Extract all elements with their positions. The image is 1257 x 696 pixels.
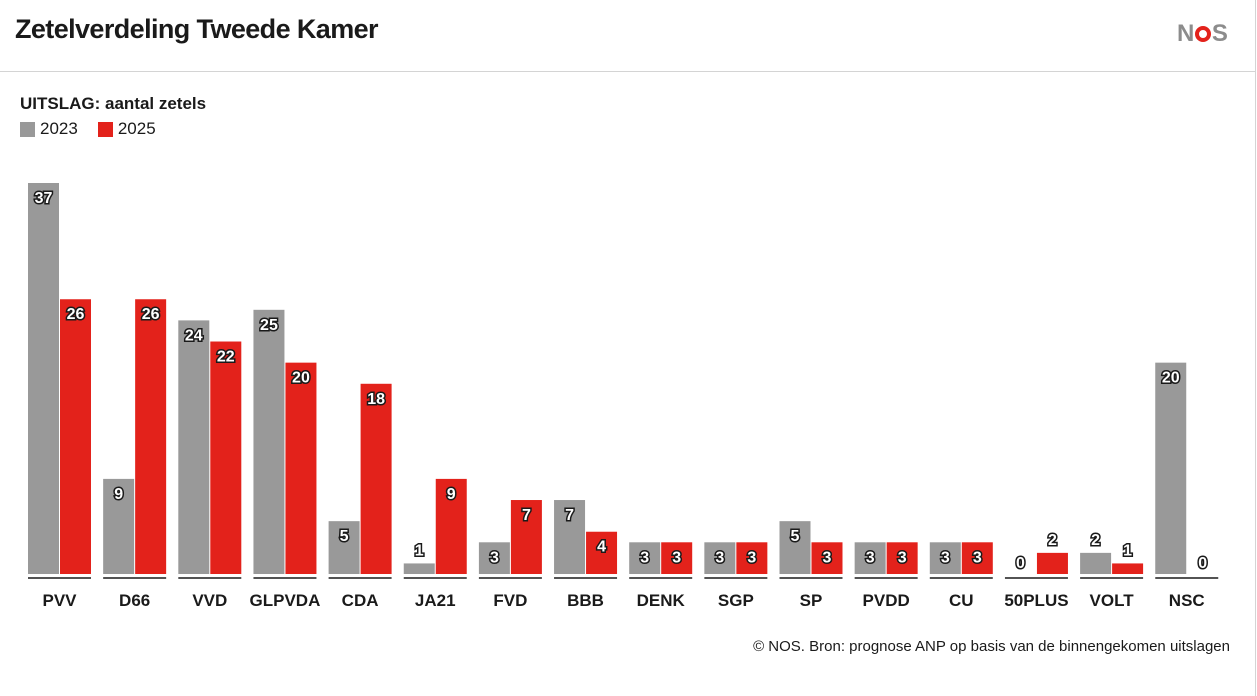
value-label-sp-2025: 3 <box>823 549 832 566</box>
value-label-glpvda-2025: 20 <box>292 370 310 387</box>
value-label-denk-2023: 3 <box>640 549 649 566</box>
value-label-cu-2023: 3 <box>941 549 950 566</box>
category-label-d66: D66 <box>119 591 150 610</box>
bar-fvd-2025 <box>510 500 542 574</box>
value-label-50plus-2025: 2 <box>1048 532 1057 549</box>
bar-nsc-2023 <box>1155 362 1187 574</box>
bar-pvdd-2023 <box>854 542 886 574</box>
value-label-glpvda-2023: 25 <box>260 317 278 334</box>
source-note: © NOS. Bron: prognose ANP op basis van d… <box>753 638 1230 655</box>
value-label-denk-2025: 3 <box>672 549 681 566</box>
bar-sgp-2023 <box>704 542 736 574</box>
bar-glpvda-2025 <box>285 362 317 574</box>
value-label-pvdd-2023: 3 <box>866 549 875 566</box>
bar-d66-2023 <box>103 478 135 574</box>
bar-vvd-2025 <box>210 341 242 574</box>
chart-subtitle: UITSLAG: aantal zetels <box>20 94 207 113</box>
legend-swatch-2023 <box>20 121 35 137</box>
value-label-d66-2025: 26 <box>142 306 160 323</box>
value-label-sgp-2023: 3 <box>715 549 724 566</box>
bar-volt-2025 <box>1112 563 1144 574</box>
value-label-bbb-2025: 4 <box>597 539 606 556</box>
logo-letter-n: N <box>1177 20 1194 47</box>
value-label-vvd-2023: 24 <box>185 327 203 344</box>
category-label-sgp: SGP <box>718 591 754 610</box>
value-label-fvd-2023: 3 <box>490 549 499 566</box>
category-label-nsc: NSC <box>1169 591 1205 610</box>
value-label-bbb-2023: 7 <box>565 507 574 524</box>
bar-cda-2023 <box>328 521 360 574</box>
bar-cu-2023 <box>929 542 961 574</box>
bar-cu-2025 <box>961 542 993 574</box>
value-label-sgp-2025: 3 <box>747 549 756 566</box>
legend-item-2025: 2025 <box>97 119 156 139</box>
bar-pvdd-2025 <box>886 542 918 574</box>
legend-label-2023: 2023 <box>40 119 78 138</box>
value-label-nsc-2025: 0 <box>1198 555 1207 572</box>
bar-chart: 3726PVV926D662422VVD2520GLPVDA518CDA19JA… <box>28 183 1219 610</box>
value-label-vvd-2025: 22 <box>217 349 235 366</box>
value-label-nsc-2023: 20 <box>1162 370 1180 387</box>
bar-sgp-2025 <box>736 542 768 574</box>
category-label-cda: CDA <box>342 591 379 610</box>
value-label-volt-2023: 2 <box>1091 532 1100 549</box>
nos-logo: N S <box>1177 20 1228 47</box>
value-label-pvv-2023: 37 <box>35 190 53 207</box>
chart-header: Zetelverdeling Tweede Kamer N S <box>0 0 1256 72</box>
category-label-pvv: PVV <box>42 591 77 610</box>
value-label-volt-2025: 1 <box>1123 542 1132 559</box>
bar-denk-2025 <box>661 542 693 574</box>
bar-glpvda-2023 <box>253 309 285 574</box>
bar-bbb-2023 <box>554 500 586 574</box>
category-label-sp: SP <box>800 591 823 610</box>
value-label-sp-2023: 5 <box>791 528 800 545</box>
right-border <box>1255 71 1256 696</box>
legend-item-2023: 2023 <box>20 119 78 139</box>
bar-bbb-2025 <box>586 531 618 574</box>
legend: 2023 2025 <box>20 119 176 139</box>
bar-fvd-2023 <box>478 542 510 574</box>
legend-swatch-2025 <box>97 121 113 137</box>
logo-letter-s: S <box>1211 20 1228 47</box>
category-label-volt: VOLT <box>1090 591 1135 610</box>
value-label-pvv-2025: 26 <box>67 306 85 323</box>
value-label-cda-2023: 5 <box>340 528 349 545</box>
bar-cda-2025 <box>360 383 392 574</box>
value-label-pvdd-2025: 3 <box>898 549 907 566</box>
value-label-ja21-2023: 1 <box>415 542 424 559</box>
bar-sp-2025 <box>811 542 843 574</box>
bar-d66-2025 <box>135 299 167 574</box>
category-label-vvd: VVD <box>192 591 227 610</box>
category-label-50plus: 50PLUS <box>1004 591 1068 610</box>
bar-volt-2023 <box>1080 552 1112 574</box>
category-label-cu: CU <box>949 591 974 610</box>
category-label-fvd: FVD <box>493 591 527 610</box>
category-label-ja21: JA21 <box>415 591 456 610</box>
logo-circle-icon <box>1194 26 1211 42</box>
bar-vvd-2023 <box>178 320 210 574</box>
legend-label-2025: 2025 <box>117 119 156 138</box>
bar-pvv-2025 <box>60 299 91 574</box>
bar-ja21-2023 <box>403 563 435 574</box>
value-label-fvd-2025: 7 <box>522 507 531 524</box>
value-label-ja21-2025: 9 <box>447 486 456 503</box>
value-label-cu-2025: 3 <box>973 549 982 566</box>
value-label-50plus-2023: 0 <box>1016 555 1025 572</box>
category-label-glpvda: GLPVDA <box>250 591 321 610</box>
value-label-cda-2025: 18 <box>367 391 385 408</box>
bar-denk-2023 <box>629 542 661 574</box>
category-label-denk: DENK <box>637 591 686 610</box>
bar-ja21-2025 <box>435 478 467 574</box>
bar-sp-2023 <box>779 521 811 574</box>
bar-pvv-2023 <box>28 183 59 574</box>
category-label-pvdd: PVDD <box>863 591 910 610</box>
chart-title: Zetelverdeling Tweede Kamer <box>15 14 379 44</box>
value-label-d66-2023: 9 <box>114 486 123 503</box>
category-label-bbb: BBB <box>567 591 604 610</box>
bar-50plus-2025 <box>1036 552 1068 574</box>
